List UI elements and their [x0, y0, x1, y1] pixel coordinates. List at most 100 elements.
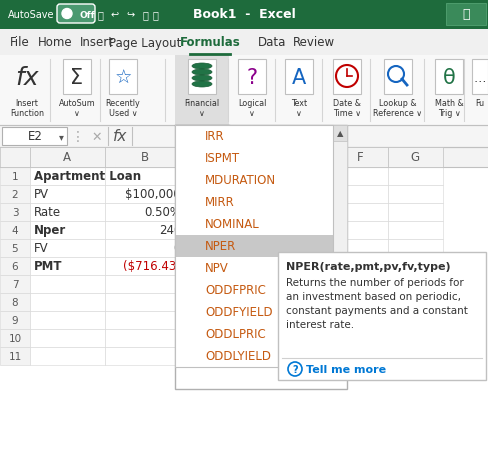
Bar [388, 167, 443, 186]
Bar [2, 128, 67, 146]
Bar [331, 202, 335, 206]
Bar [175, 126, 347, 389]
Text: FV: FV [34, 242, 49, 255]
Bar [0, 311, 30, 329]
Bar [388, 329, 443, 347]
Bar [175, 170, 333, 192]
Text: ▾: ▾ [59, 131, 63, 142]
Bar [235, 203, 283, 222]
Bar [63, 60, 91, 95]
Text: MIRR: MIRR [205, 196, 235, 209]
Bar [435, 60, 463, 95]
Bar [185, 186, 235, 203]
Bar [384, 60, 412, 95]
Bar [235, 239, 283, 258]
Text: Off: Off [79, 10, 95, 20]
Bar [175, 126, 333, 367]
Text: ↪: ↪ [126, 10, 134, 20]
Text: ∨: ∨ [74, 109, 80, 118]
Text: ODDLPRIC: ODDLPRIC [205, 328, 266, 341]
Bar [185, 203, 235, 222]
Bar [333, 203, 388, 222]
Bar [283, 167, 333, 186]
Bar [388, 186, 443, 203]
Ellipse shape [192, 76, 212, 82]
Text: NPER(rate,pmt,pv,fv,type): NPER(rate,pmt,pv,fv,type) [286, 262, 450, 271]
Bar [30, 347, 105, 365]
Bar [30, 329, 105, 347]
Bar [333, 222, 388, 239]
Bar [175, 192, 333, 213]
Bar [105, 329, 185, 347]
Text: Function: Function [10, 109, 44, 118]
Text: G: G [410, 151, 420, 164]
Text: 0.50%: 0.50% [144, 206, 181, 219]
Bar [472, 60, 488, 95]
Bar [185, 239, 235, 258]
Bar [30, 293, 105, 311]
Bar [0, 329, 30, 347]
Circle shape [388, 67, 404, 83]
Bar [235, 347, 283, 365]
Bar [333, 126, 347, 367]
Text: 4: 4 [12, 226, 19, 236]
Bar [333, 347, 388, 365]
Text: Used ∨: Used ∨ [109, 109, 137, 118]
Bar [0, 239, 30, 258]
Text: ?: ? [246, 68, 258, 88]
Bar [175, 324, 333, 345]
Circle shape [336, 66, 358, 88]
Bar [0, 148, 30, 167]
Text: ∨: ∨ [249, 109, 255, 118]
Bar [30, 203, 105, 222]
Bar [175, 56, 229, 126]
Text: …: … [474, 71, 486, 84]
Bar [235, 275, 283, 293]
Bar [185, 275, 235, 293]
Text: 9: 9 [12, 315, 19, 325]
Text: AutoSave: AutoSave [8, 10, 55, 20]
Bar [235, 258, 283, 275]
Bar [30, 239, 105, 258]
Bar [30, 222, 105, 239]
Text: Page Layout: Page Layout [109, 36, 181, 50]
Text: Logical: Logical [238, 99, 266, 108]
Bar [235, 293, 283, 311]
Bar [235, 186, 283, 203]
Text: Reference ∨: Reference ∨ [373, 109, 423, 118]
Text: NPV: NPV [205, 262, 229, 275]
Bar [105, 203, 185, 222]
Text: Lookup &: Lookup & [379, 99, 417, 108]
Text: ↩: ↩ [111, 10, 119, 20]
Bar [185, 311, 235, 329]
Text: Fu: Fu [475, 99, 485, 108]
Bar [283, 167, 333, 203]
Bar [283, 258, 333, 275]
Text: ?: ? [292, 364, 298, 374]
Text: B: B [141, 151, 149, 164]
Text: Data: Data [258, 36, 286, 50]
Text: Home: Home [38, 36, 72, 50]
Bar [0, 56, 488, 126]
Bar [0, 148, 488, 167]
Bar [283, 311, 333, 329]
Bar [283, 148, 333, 167]
Bar [105, 222, 185, 239]
Text: Nper: Nper [34, 224, 66, 237]
Text: constant payments and a constant: constant payments and a constant [286, 305, 468, 315]
Bar [283, 239, 333, 258]
Text: Recently: Recently [105, 99, 141, 108]
Bar [105, 239, 185, 258]
Bar [283, 275, 333, 293]
Text: Insert: Insert [80, 36, 114, 50]
Text: IRR: IRR [205, 130, 224, 143]
Bar [185, 148, 235, 167]
Bar [105, 148, 185, 167]
Bar [105, 167, 185, 186]
Bar [30, 275, 105, 293]
Bar [283, 222, 333, 239]
Bar [388, 311, 443, 329]
Text: Apartment Loan: Apartment Loan [34, 170, 141, 183]
Text: fx: fx [15, 66, 39, 90]
Bar [333, 329, 388, 347]
